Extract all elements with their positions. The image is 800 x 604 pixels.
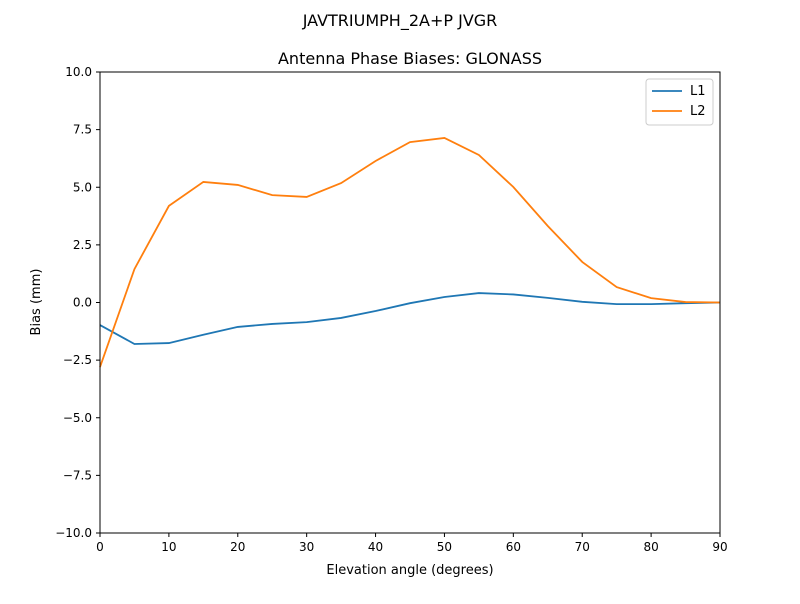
x-tick-label: 80 [643, 540, 658, 554]
y-axis-label: Bias (mm) [29, 269, 44, 336]
x-tick-label: 90 [712, 540, 727, 554]
x-tick-label: 10 [161, 540, 176, 554]
y-tick-label: −7.5 [63, 468, 92, 482]
x-tick-label: 30 [299, 540, 314, 554]
x-tick-label: 20 [230, 540, 245, 554]
x-axis-label: Elevation angle (degrees) [326, 563, 493, 578]
series-line-L1 [99, 292, 721, 345]
plot-area [99, 136, 721, 368]
chart-title: Antenna Phase Biases: GLONASS [278, 49, 542, 68]
y-tick-label: 2.5 [73, 238, 92, 252]
ticks: 0 10 20 30 40 50 60 70 80 90 10.0 7.5 5.0 2.5 0.0 −2.5 −… [55, 65, 727, 554]
x-tick-label: 60 [506, 540, 521, 554]
legend-label: L1 [690, 84, 706, 99]
x-tick-label: 50 [437, 540, 452, 554]
legend-label: L2 [690, 104, 706, 119]
y-tick-label: 10.0 [65, 65, 92, 79]
suptitle: JAVTRIUMPH_2A+P JVGR [302, 11, 498, 31]
series-line-L2 [99, 136, 721, 368]
x-tick-label: 40 [368, 540, 383, 554]
y-tick-label: 0.0 [73, 296, 92, 310]
axes-frame [99, 71, 721, 534]
y-tick-label: −10.0 [55, 526, 92, 540]
x-tick-label: 70 [575, 540, 590, 554]
y-tick-label: −5.0 [63, 411, 92, 425]
y-tick-label: −2.5 [63, 353, 92, 367]
y-tick-label: 7.5 [73, 123, 92, 137]
y-tick-label: 5.0 [73, 180, 92, 194]
x-tick-label: 0 [96, 540, 104, 554]
